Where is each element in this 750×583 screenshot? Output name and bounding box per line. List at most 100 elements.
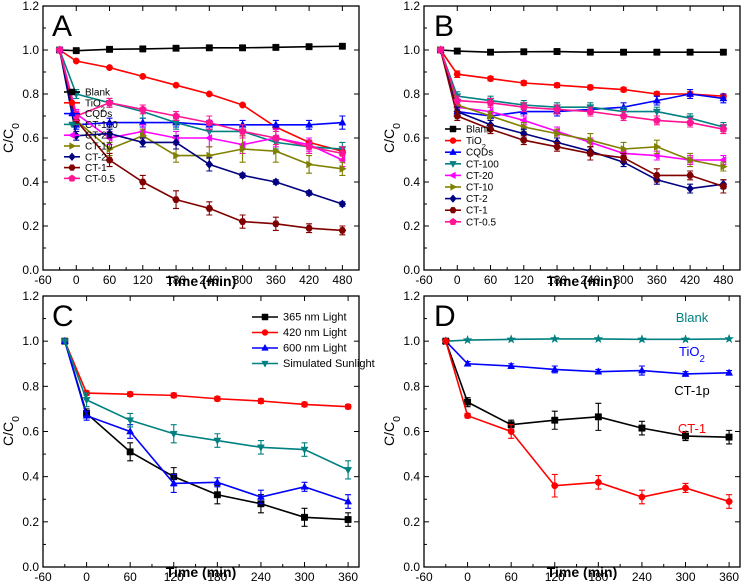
data-point	[680, 334, 691, 344]
data-point	[725, 433, 733, 441]
panel-letter: A	[52, 10, 72, 43]
data-point	[256, 492, 265, 500]
data-point	[551, 482, 559, 490]
data-point	[257, 397, 265, 405]
data-point	[139, 73, 147, 80]
legend-label: CT-100	[466, 159, 499, 170]
data-point	[238, 170, 247, 180]
series-line	[439, 49, 724, 190]
data-point	[205, 118, 214, 126]
data-point	[205, 44, 213, 52]
legend: BlankTiO2CQDsCT-100CT-20CT-10CT-2CT-1CT-…	[445, 125, 499, 228]
data-point	[305, 43, 313, 51]
data-point	[173, 151, 181, 160]
data-point	[126, 417, 135, 425]
y-axis-label: C/C0	[381, 416, 403, 446]
legend-marker	[449, 207, 457, 214]
data-point	[204, 134, 213, 142]
series-blank	[56, 42, 346, 55]
y-tick-label: 0.6	[403, 425, 420, 439]
data-point	[594, 478, 602, 486]
legend-label: CQDs	[466, 148, 493, 159]
data-point	[338, 227, 347, 234]
data-point	[519, 136, 528, 144]
data-point	[305, 188, 313, 198]
series-line	[58, 49, 343, 232]
data-point	[553, 143, 561, 151]
data-point	[126, 390, 134, 398]
data-point	[344, 516, 352, 524]
data-point	[686, 48, 694, 56]
data-point	[682, 484, 689, 492]
y-tick-label: 0.8	[403, 87, 420, 101]
legend-label: CT-0.5	[85, 174, 115, 185]
x-tick-label: 120	[545, 570, 565, 583]
data-point	[338, 118, 347, 126]
y-axis-label: C/C0	[0, 416, 22, 446]
panel-D: -60 0 60 120 180 240 300 360 0.0 0.2 0.4 0.6 0.8 1.0 1…	[381, 289, 741, 583]
data-point	[550, 365, 559, 373]
x-tick-label: 120	[514, 273, 534, 287]
data-point	[172, 196, 180, 203]
x-tick-label: 360	[266, 273, 286, 287]
panel-letter: B	[434, 10, 454, 43]
data-point	[719, 125, 728, 133]
data-point	[586, 48, 594, 56]
data-point	[55, 45, 64, 54]
series-line	[64, 340, 349, 521]
legend-marker	[68, 121, 76, 129]
series-line	[445, 340, 730, 503]
data-point	[301, 513, 308, 521]
legend-label: CT-1	[678, 421, 706, 436]
svg-text:C/C0: C/C0	[0, 123, 22, 153]
legend-label: CT-2	[466, 194, 488, 205]
legend-label: CT-20	[85, 131, 113, 142]
svg-text:C/C0: C/C0	[0, 416, 22, 446]
data-point	[486, 98, 495, 107]
data-point	[464, 398, 472, 406]
data-point	[587, 136, 595, 145]
data-point	[554, 129, 562, 138]
data-point	[453, 47, 461, 55]
y-tick-label: 0.2	[403, 219, 420, 233]
x-tick-label: 0	[454, 273, 461, 287]
legend-marker	[68, 99, 76, 106]
legend-marker	[69, 142, 77, 150]
data-point	[82, 397, 91, 405]
data-point	[636, 334, 647, 344]
data-point	[520, 79, 528, 87]
y-tick-label: 0.8	[403, 379, 420, 393]
legend-marker	[449, 125, 457, 133]
data-point	[594, 367, 603, 375]
data-point	[593, 333, 604, 344]
data-point	[213, 395, 221, 403]
x-tick-label: 300	[233, 273, 253, 287]
x-tick-label: 180	[588, 570, 608, 583]
y-axis-label: C/C0	[381, 123, 403, 153]
data-point	[652, 116, 661, 124]
legend-marker	[449, 194, 457, 203]
data-point	[687, 156, 695, 164]
data-point	[486, 125, 495, 133]
y-tick-label: 0.8	[22, 87, 39, 101]
data-point	[300, 446, 309, 454]
legend-label: CT-20	[466, 171, 494, 182]
y-axis-label: C/C0	[0, 123, 22, 153]
legend: Blank TiO2 CT-1p CT-1	[674, 310, 709, 436]
x-tick-label: 180	[547, 273, 567, 287]
x-tick-label: 300	[614, 273, 634, 287]
data-point	[305, 142, 314, 151]
data-point	[138, 137, 147, 147]
y-tick-label: 0.4	[22, 175, 39, 189]
legend-label: 420 nm Light	[283, 327, 347, 339]
legend-label: Blank	[676, 310, 709, 325]
data-point	[620, 48, 628, 56]
series-ct-100	[436, 47, 728, 132]
x-tick-label: 300	[295, 570, 315, 583]
data-point	[170, 391, 178, 399]
data-point	[551, 416, 559, 424]
x-tick-label: -60	[34, 273, 52, 287]
x-tick-label: 360	[719, 570, 739, 583]
data-point	[306, 160, 314, 169]
data-point	[172, 44, 180, 52]
